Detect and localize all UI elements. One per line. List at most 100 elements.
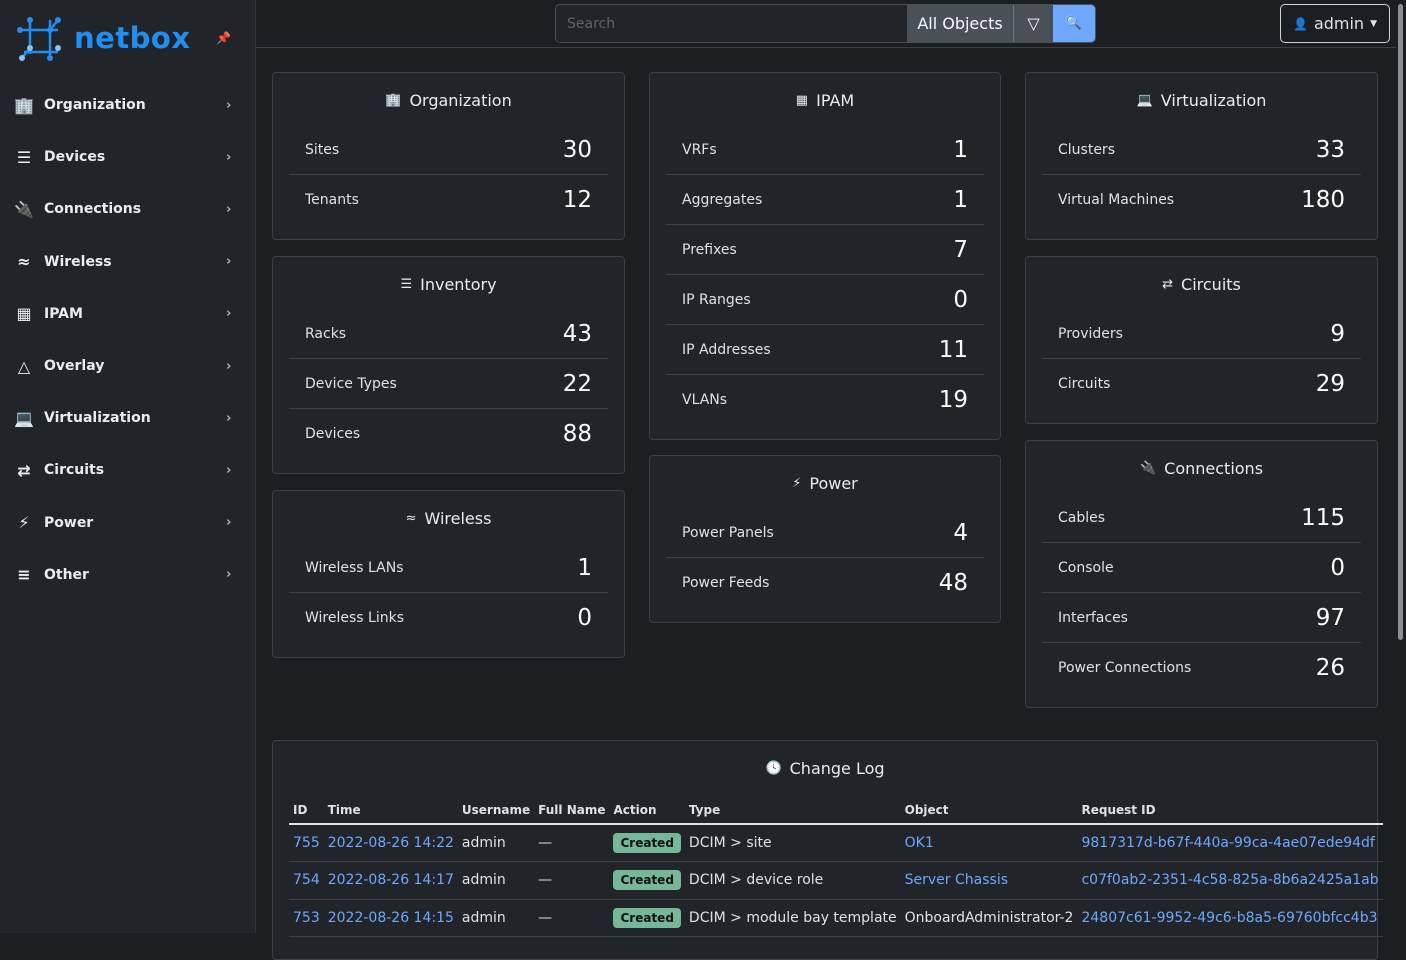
- stat-row[interactable]: Virtual Machines 180: [1042, 175, 1361, 225]
- card-title: Inventory: [420, 274, 497, 294]
- sidebar-item-other[interactable]: ≡ Other ›: [0, 555, 255, 595]
- column-header[interactable]: Object: [900, 793, 1078, 825]
- graph-icon: △: [17, 356, 31, 376]
- stat-row[interactable]: IP Addresses 11: [666, 325, 984, 375]
- stat-label: Wireless LANs: [305, 559, 404, 576]
- stat-row[interactable]: Clusters 33: [1042, 125, 1361, 175]
- sidebar-item-devices[interactable]: ☰ Devices ›: [0, 137, 255, 177]
- stat-label: Console: [1058, 559, 1114, 576]
- column-header[interactable]: Full Name: [534, 793, 610, 825]
- stat-row[interactable]: Providers 9: [1042, 309, 1361, 359]
- sidebar-item-ipam[interactable]: ▦ IPAM ›: [0, 294, 255, 334]
- object-link[interactable]: OK1: [904, 835, 934, 851]
- column-header[interactable]: Action: [609, 793, 685, 825]
- stat-row[interactable]: Racks 43: [289, 309, 608, 359]
- stat-row[interactable]: Devices 88: [289, 409, 608, 459]
- stat-row[interactable]: Power Feeds 48: [666, 558, 984, 608]
- stat-row[interactable]: Cables 115: [1042, 493, 1361, 543]
- stat-label: VLANs: [682, 392, 728, 408]
- stat-row[interactable]: Sites 30: [289, 125, 608, 175]
- stat-row[interactable]: Console 0: [1042, 543, 1361, 593]
- sidebar-item-label: Circuits: [44, 462, 105, 479]
- chevron-right-icon: ›: [226, 358, 232, 374]
- stat-label: Aggregates: [682, 191, 763, 208]
- action-badge: Created: [613, 907, 681, 928]
- sidebar-item-wireless[interactable]: ≈ Wireless ›: [0, 242, 255, 282]
- card-title: Connections: [1164, 458, 1264, 478]
- change-id-link[interactable]: 754: [293, 872, 320, 889]
- domain-icon: 🏢: [14, 95, 34, 115]
- user-menu-button[interactable]: 👤 admin ▼: [1280, 4, 1390, 43]
- change-id-link[interactable]: 753: [293, 909, 320, 926]
- changelog-table: ID Time Username Full Name Action Type Object R…: [289, 793, 1383, 937]
- wireless-card: ≈ Wireless Wireless LANs 1 Wireless Links 0: [272, 490, 625, 658]
- stat-label: Providers: [1058, 325, 1123, 342]
- time-link[interactable]: 2022-08-26 14:22: [327, 835, 454, 851]
- object-type-select[interactable]: All Objects: [907, 5, 1013, 42]
- username-cell: admin: [457, 861, 535, 900]
- column-header[interactable]: Username: [457, 793, 535, 825]
- scrollbar-thumb[interactable]: [1398, 4, 1403, 640]
- stat-row[interactable]: Tenants 12: [289, 175, 608, 225]
- history-icon: 🕓: [765, 760, 782, 776]
- stat-label: Circuits: [1058, 376, 1111, 392]
- table-row: 754 2022-08-26 14:17 admin — Created DCI…: [289, 861, 1383, 900]
- change-id-link[interactable]: 755: [293, 835, 320, 851]
- stat-count: 7: [953, 236, 968, 263]
- chevron-right-icon: ›: [226, 306, 232, 322]
- column-header[interactable]: ID: [289, 793, 324, 825]
- column-header[interactable]: Type: [684, 793, 901, 825]
- request-id-link[interactable]: 9817317d-b67f-440a-99ca-4ae07ede94df: [1081, 835, 1375, 851]
- filter-button[interactable]: ▽: [1013, 5, 1053, 42]
- object-link[interactable]: Server Chassis: [904, 872, 1008, 889]
- stat-row[interactable]: Interfaces 97: [1042, 593, 1361, 643]
- stat-row[interactable]: VLANs 19: [666, 375, 984, 425]
- chevron-right-icon: ›: [226, 97, 232, 113]
- transit-icon: ⇄: [1162, 276, 1174, 292]
- time-link[interactable]: 2022-08-26 14:17: [327, 872, 454, 889]
- card-title: Power: [809, 473, 858, 493]
- column-header[interactable]: Time: [323, 793, 458, 825]
- caret-down-icon: ▼: [1370, 18, 1377, 29]
- brand-name: netbox: [74, 21, 191, 55]
- request-id-link[interactable]: 24807c61-9952-49c6-b8a5-69760bfcc4b3: [1081, 909, 1378, 926]
- domain-icon: 🏢: [385, 92, 402, 108]
- stat-count: 0: [953, 286, 968, 313]
- chevron-right-icon: ›: [226, 410, 232, 426]
- search-button[interactable]: 🔍: [1053, 5, 1095, 42]
- sidebar-item-overlay[interactable]: △ Overlay ›: [0, 346, 255, 386]
- stat-row[interactable]: Power Connections 26: [1042, 643, 1361, 693]
- sidebar-item-connections[interactable]: 🔌 Connections ›: [0, 189, 255, 229]
- scrollbar[interactable]: [1396, 0, 1406, 933]
- stat-count: 33: [1315, 136, 1345, 163]
- netbox-logo[interactable]: netbox: [16, 14, 191, 62]
- column-header[interactable]: Request ID: [1077, 793, 1383, 825]
- virtualization-card: 💻 Virtualization Clusters 33 Virtual Machine…: [1025, 72, 1378, 240]
- full-name-cell: —: [534, 899, 610, 937]
- request-id-link[interactable]: c07f0ab2-2351-4c58-825a-8b6a2425a1ab: [1081, 872, 1379, 889]
- stat-row[interactable]: IP Ranges 0: [666, 275, 984, 325]
- stat-row[interactable]: VRFs 1: [666, 125, 984, 175]
- search-input[interactable]: [556, 5, 907, 42]
- stat-count: 48: [938, 570, 968, 596]
- counter-icon: ▦: [795, 92, 809, 108]
- username-cell: admin: [457, 899, 535, 937]
- stat-row[interactable]: Device Types 22: [289, 359, 608, 409]
- stat-row[interactable]: Wireless LANs 1: [289, 543, 608, 593]
- stat-count: 19: [938, 387, 968, 413]
- sidebar-item-organization[interactable]: 🏢 Organization ›: [0, 85, 255, 125]
- time-link[interactable]: 2022-08-26 14:15: [327, 909, 454, 926]
- sidebar-item-label: Overlay: [44, 358, 105, 374]
- stat-row[interactable]: Wireless Links 0: [289, 593, 608, 643]
- stat-row[interactable]: Circuits 29: [1042, 359, 1361, 409]
- sidebar-item-power[interactable]: ⚡ Power ›: [0, 503, 255, 543]
- stat-row[interactable]: Aggregates 1: [666, 175, 984, 225]
- stat-count: 9: [1330, 320, 1345, 347]
- type-cell: DCIM > module bay template: [684, 899, 901, 937]
- stat-row[interactable]: Prefixes 7: [666, 225, 984, 275]
- stat-row[interactable]: Power Panels 4: [666, 508, 984, 558]
- sidebar: netbox 📌 🏢 Organization › ☰ Devices › 🔌 Connect…: [0, 0, 256, 933]
- sidebar-item-circuits[interactable]: ⇄ Circuits ›: [0, 450, 255, 490]
- sidebar-item-virtualization[interactable]: 💻 Virtualization ›: [0, 398, 255, 438]
- pin-icon[interactable]: 📌: [216, 31, 231, 45]
